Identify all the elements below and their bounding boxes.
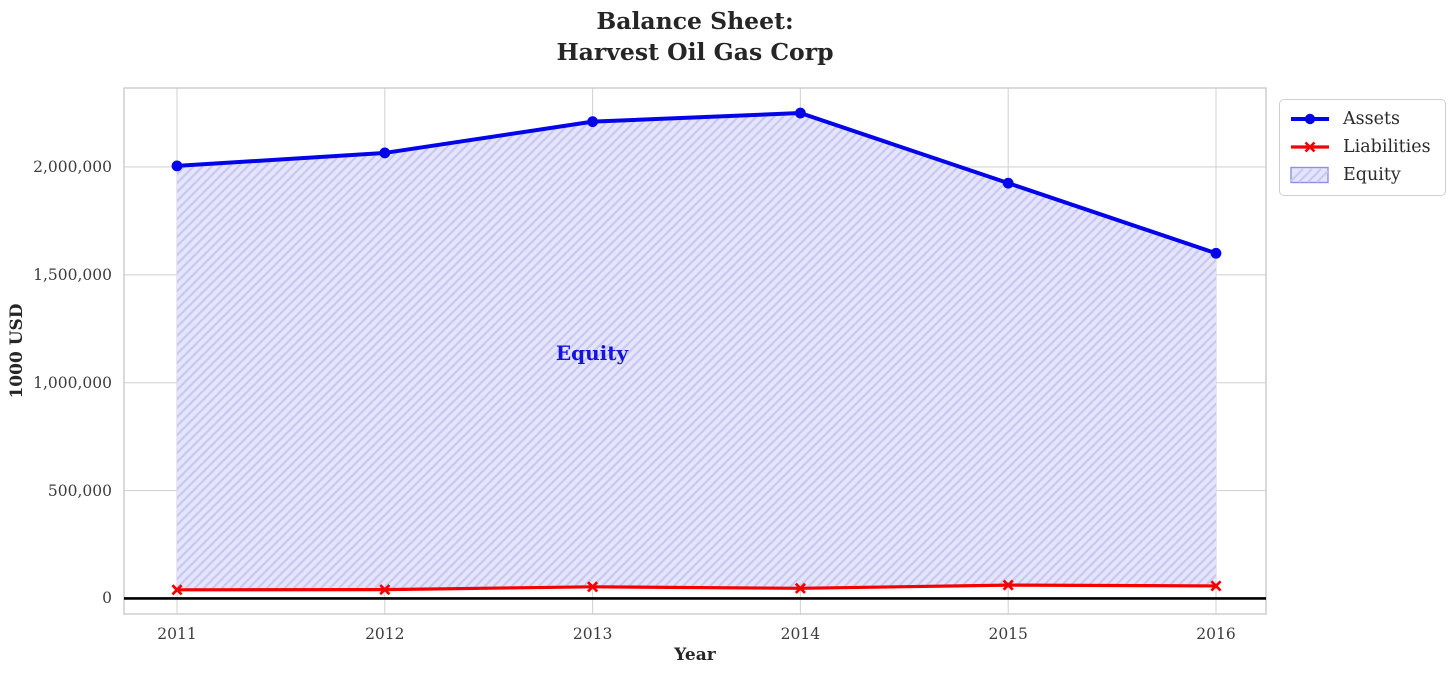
assets-line-icon bbox=[1291, 113, 1329, 125]
legend-item-equity: Equity bbox=[1289, 161, 1431, 189]
x-axis-label: Year bbox=[674, 645, 716, 665]
liabilities-marker bbox=[587, 581, 599, 593]
legend-label-assets: Assets bbox=[1343, 109, 1400, 129]
chart-title-line1: Balance Sheet: bbox=[596, 7, 794, 35]
legend-label-equity: Equity bbox=[1343, 165, 1401, 185]
assets-marker bbox=[587, 116, 598, 128]
chart-title: Balance Sheet: Harvest Oil Gas Corp bbox=[124, 6, 1266, 68]
legend-label-liabilities: Liabilities bbox=[1343, 137, 1431, 157]
assets-marker bbox=[1002, 177, 1014, 189]
liabilities-line bbox=[175, 583, 1218, 592]
liabilities-marker bbox=[1210, 580, 1222, 592]
legend-item-assets: Assets bbox=[1289, 105, 1431, 133]
legend: Assets Liabilities Equity bbox=[1279, 99, 1446, 196]
liabilities-marker bbox=[794, 582, 806, 594]
plot-border bbox=[123, 87, 1267, 615]
liabilities-marker bbox=[171, 584, 183, 596]
equity-patch-icon bbox=[1290, 166, 1329, 184]
equity-area-label: Equity bbox=[555, 341, 629, 365]
assets-marker bbox=[379, 147, 391, 159]
assets-marker bbox=[795, 107, 806, 119]
liabilities-line-icon bbox=[1291, 141, 1329, 153]
assets-marker bbox=[1210, 247, 1222, 259]
legend-item-liabilities: Liabilities bbox=[1289, 133, 1431, 161]
assets-marker bbox=[171, 160, 183, 172]
assets-line bbox=[175, 111, 1218, 256]
chart-title-line2: Harvest Oil Gas Corp bbox=[556, 38, 834, 66]
liabilities-marker bbox=[1002, 579, 1014, 591]
equity-area-hatch bbox=[177, 113, 1216, 590]
y-axis-label: 1000 USD bbox=[7, 303, 27, 399]
liabilities-marker bbox=[379, 584, 391, 596]
